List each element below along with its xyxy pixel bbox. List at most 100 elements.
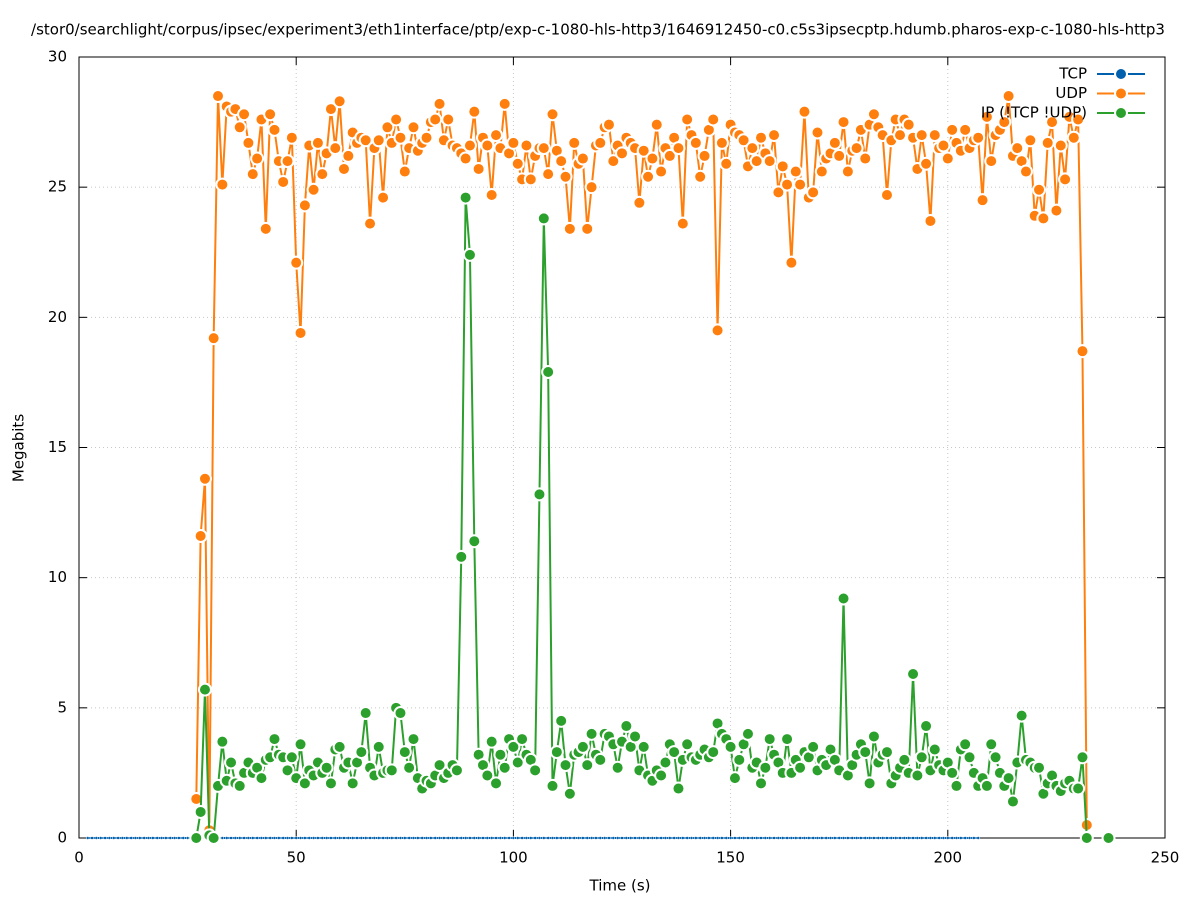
data-point (263, 107, 278, 122)
data-point (498, 836, 503, 840)
data-point (389, 112, 404, 127)
data-point (806, 739, 821, 754)
data-point (193, 804, 208, 819)
data-point (380, 120, 395, 135)
data-point (372, 836, 377, 840)
data-point (636, 143, 651, 158)
data-point (98, 836, 103, 840)
data-point (268, 836, 272, 840)
data-point (441, 112, 456, 127)
data-point (402, 760, 417, 775)
data-point (529, 836, 533, 840)
data-point (846, 836, 850, 840)
data-point (862, 776, 877, 791)
data-point (254, 771, 269, 786)
data-point (416, 836, 420, 840)
data-point (363, 836, 368, 840)
data-point (168, 836, 172, 840)
data-point (820, 836, 824, 840)
data-point (549, 745, 564, 760)
data-point (1010, 141, 1025, 156)
x-tick-label: 200 (933, 849, 962, 867)
data-point (593, 752, 608, 767)
data-point (206, 831, 221, 845)
x-tick-label: 150 (716, 849, 745, 867)
data-point (979, 109, 994, 124)
data-point (506, 739, 521, 754)
data-point (297, 776, 312, 791)
y-tick-label: 0 (57, 829, 67, 847)
data-point (693, 169, 708, 184)
data-point (933, 836, 937, 840)
data-point (568, 836, 572, 840)
data-point (376, 190, 391, 205)
data-point (836, 591, 851, 606)
data-point (807, 836, 811, 840)
data-point (789, 836, 794, 840)
data-point (511, 836, 516, 840)
data-point (116, 836, 120, 840)
data-point (866, 107, 881, 122)
data-point (593, 135, 608, 150)
data-point (762, 154, 777, 169)
data-point (615, 836, 620, 840)
data-point (741, 836, 746, 840)
data-point (698, 836, 702, 840)
data-point (220, 836, 225, 840)
data-point (107, 836, 112, 840)
data-point (284, 130, 299, 145)
data-point (780, 836, 785, 840)
data-point (493, 747, 508, 762)
data-point (898, 836, 902, 840)
data-point (310, 135, 325, 150)
data-point (837, 836, 841, 840)
data-point (828, 836, 833, 840)
data-point (290, 836, 294, 840)
data-point (350, 836, 355, 840)
data-point (802, 836, 807, 840)
data-point (785, 836, 789, 840)
data-point (1036, 211, 1051, 226)
data-point (641, 836, 646, 840)
data-point (484, 734, 499, 749)
data-point (146, 836, 151, 840)
data-point (554, 154, 569, 169)
data-point (506, 135, 521, 150)
data-point (850, 836, 854, 840)
data-point (727, 771, 742, 786)
data-point (371, 739, 386, 754)
data-point (671, 781, 686, 796)
data-point (798, 836, 802, 840)
data-point (358, 706, 373, 721)
data-point (893, 128, 908, 143)
data-point (945, 122, 960, 137)
data-point (1023, 133, 1038, 148)
data-point (576, 836, 581, 840)
data-point (641, 169, 656, 184)
data-point (1066, 130, 1081, 145)
data-point (342, 836, 346, 840)
data-point (1032, 182, 1047, 197)
data-point (536, 211, 551, 226)
data-point (754, 130, 769, 145)
data-point (858, 745, 873, 760)
data-point (732, 752, 747, 767)
data-point (397, 164, 412, 179)
data-point (702, 836, 707, 840)
data-point (385, 836, 390, 840)
data-point (297, 198, 312, 213)
data-point (450, 836, 455, 840)
data-point (250, 151, 265, 166)
data-point (788, 164, 803, 179)
data-point (407, 836, 411, 840)
data-point (928, 836, 933, 840)
data-point (840, 164, 855, 179)
data-point (936, 138, 951, 153)
data-point (510, 755, 525, 770)
data-point (697, 148, 712, 163)
data-point (897, 752, 912, 767)
data-point (572, 836, 576, 840)
data-point (797, 104, 812, 119)
data-point (858, 151, 873, 166)
